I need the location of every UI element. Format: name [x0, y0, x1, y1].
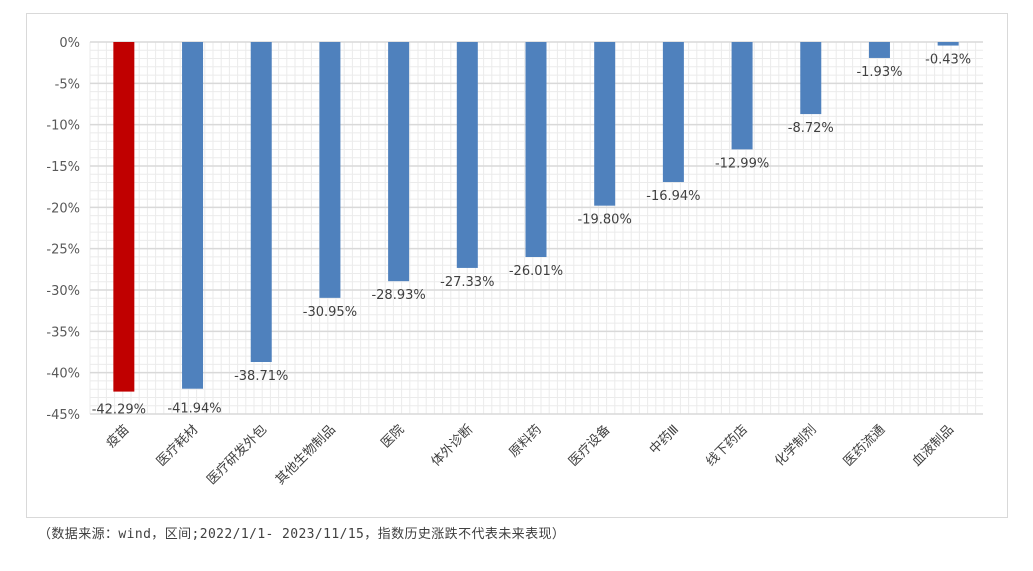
- y-tick-label: -45%: [46, 408, 80, 423]
- data-label: -12.99%: [715, 156, 769, 171]
- bar: [388, 42, 410, 282]
- y-tick-label: -5%: [55, 77, 80, 92]
- category-label: 医药流通: [841, 422, 888, 469]
- data-label: -0.43%: [925, 53, 971, 68]
- data-label: -30.95%: [303, 305, 357, 320]
- bar: [800, 42, 822, 115]
- bar: [113, 42, 135, 392]
- category-label: 疫苗: [103, 422, 133, 452]
- category-label: 原料药: [507, 422, 545, 460]
- bar: [250, 42, 272, 363]
- y-tick-label: -40%: [46, 367, 80, 382]
- y-tick-label: -25%: [46, 243, 80, 258]
- data-label: -38.71%: [234, 369, 288, 384]
- footnote: （数据来源：wind，区间;2022/1/1- 2023/11/15，指数历史涨…: [38, 527, 566, 542]
- category-label: 医疗设备: [565, 422, 613, 470]
- category-label: 其他生物制品: [273, 422, 339, 488]
- bar-chart: 0% -5% -10% -15% -20% -25% -30% -35% -40% -45% -42…: [46, 36, 983, 488]
- data-label: -41.94%: [167, 402, 221, 417]
- category-label: 中药Ⅲ: [647, 422, 682, 457]
- data-label: -26.01%: [509, 264, 563, 279]
- bar: [319, 42, 341, 298]
- data-label: -27.33%: [440, 275, 494, 290]
- data-label: -16.94%: [646, 189, 700, 204]
- data-label: -8.72%: [788, 121, 834, 136]
- bar: [937, 42, 959, 46]
- y-tick-label: -15%: [46, 160, 80, 175]
- bar: [662, 42, 684, 183]
- bar: [868, 42, 890, 58]
- bar: [525, 42, 547, 258]
- y-tick-label: -10%: [46, 119, 80, 134]
- category-label: 医疗耗材: [154, 422, 201, 469]
- bar: [731, 42, 753, 150]
- category-label: 医疗研发外包: [204, 422, 270, 488]
- y-tick-label: -30%: [46, 284, 80, 299]
- bar: [594, 42, 616, 206]
- category-label: 化学制剂: [772, 422, 820, 470]
- y-tick-label: -20%: [46, 201, 80, 216]
- y-tick-label: 0%: [59, 36, 80, 51]
- data-label: -19.80%: [578, 213, 632, 228]
- category-label: 体外诊断: [429, 422, 476, 469]
- category-label: 线下药店: [704, 422, 751, 469]
- data-label: -28.93%: [371, 288, 425, 303]
- category-label: 医院: [378, 422, 407, 451]
- bar: [456, 42, 478, 268]
- data-label: -42.29%: [92, 403, 146, 418]
- y-tick-label: -35%: [46, 325, 80, 340]
- bar: [182, 42, 204, 389]
- data-label: -1.93%: [856, 65, 902, 80]
- category-label: 血液制品: [910, 422, 957, 469]
